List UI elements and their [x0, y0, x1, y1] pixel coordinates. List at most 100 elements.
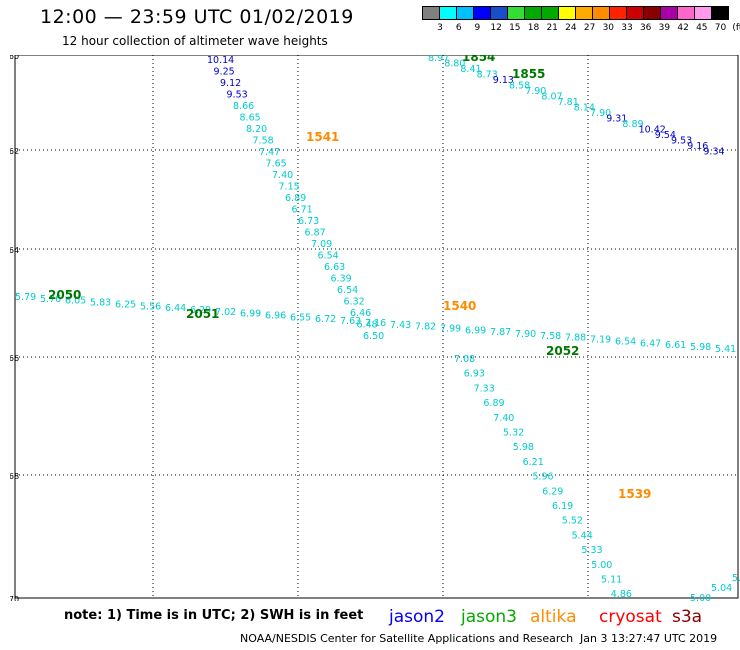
- wave-height-value: 8.65: [240, 113, 261, 124]
- wave-height-value: 6.32: [344, 297, 365, 308]
- scale-swatch: [677, 6, 695, 20]
- scale-label: 33: [621, 23, 633, 33]
- scale-label: 12: [490, 23, 502, 33]
- scale-label: 21: [546, 23, 558, 33]
- wave-height-value: 9.34: [703, 147, 724, 158]
- scale-swatch: [490, 6, 508, 20]
- wave-height-value: 7.40: [493, 413, 514, 424]
- scale-label: 70: [714, 23, 727, 33]
- wave-height-value: 8.41: [460, 64, 481, 75]
- wave-height-value: 6.46: [350, 308, 371, 319]
- wave-height-value: 7.82: [415, 322, 436, 333]
- credit-text: NOAA/NESDIS Center for Satellite Applica…: [240, 632, 574, 645]
- wave-height-value: 8.07: [541, 92, 562, 103]
- wave-height-value: 5.04: [711, 583, 732, 594]
- wave-height-value: 7.81: [558, 97, 579, 108]
- scale-label: 9: [474, 23, 481, 33]
- wave-height-value: 9.25: [214, 67, 235, 78]
- wave-height-value: 6.72: [315, 314, 336, 325]
- wave-height-value: 8.80: [444, 59, 465, 70]
- wave-height-value: 6.21: [523, 457, 544, 468]
- map-title: 12:00 — 23:59 UTC 01/02/2019: [40, 6, 354, 28]
- scale-label: 39: [658, 23, 671, 33]
- scale-label: 36: [639, 23, 652, 33]
- scale-label: 6: [455, 23, 462, 33]
- wave-height-value: 7.65: [266, 159, 287, 170]
- map-subtitle: 12 hour collection of altimeter wave hei…: [62, 34, 328, 48]
- wave-height-value: 6.93: [464, 369, 485, 380]
- wave-height-value: 5.76: [40, 294, 61, 305]
- wave-height-value: 6.87: [305, 228, 326, 239]
- scale-swatch: [473, 6, 491, 20]
- wave-height-value: 8.66: [233, 101, 254, 112]
- wave-height-value: 9.16: [687, 141, 708, 152]
- satellite-cryosat: cryosat: [599, 607, 662, 627]
- wave-height-value: 9.53: [671, 136, 692, 147]
- scale-swatch: [558, 6, 576, 20]
- satellite-s3a: s3a: [672, 607, 703, 627]
- scale-swatch: [507, 6, 525, 20]
- wave-height-value: 5.41: [715, 344, 736, 355]
- lat-label: -66: [10, 354, 19, 363]
- wave-height-value: 6.99: [240, 309, 261, 320]
- wave-height-value: 6.73: [298, 216, 319, 227]
- wave-height-value: 6.61: [665, 340, 686, 351]
- wave-height-value: 6.19: [552, 501, 573, 512]
- scale-label: 30: [602, 23, 615, 33]
- wave-height-value: 6.54: [337, 285, 358, 296]
- wave-height-value: 7.99: [440, 323, 461, 334]
- scale-label: 42: [677, 23, 689, 33]
- wave-height-value: 6.48: [357, 320, 378, 331]
- wave-height-value: 7.88: [565, 333, 586, 344]
- scale-swatch: [439, 6, 457, 20]
- lat-label: -62: [10, 147, 19, 156]
- wave-height-value: 6.44: [165, 303, 186, 314]
- wave-height-value: 9.53: [227, 90, 248, 101]
- satellite-jason3: jason3: [461, 607, 517, 627]
- pass-time: 1855: [512, 67, 545, 81]
- wave-height-value: 5.00: [591, 560, 612, 571]
- wave-height-value: 5.33: [581, 545, 602, 556]
- wave-height-value: 7.33: [474, 383, 495, 394]
- wave-height-value: 7.90: [590, 108, 611, 119]
- scale-swatch: [711, 6, 729, 20]
- wave-height-value: 5.96: [532, 472, 553, 483]
- wave-height-value: 5.79: [15, 292, 36, 303]
- wave-height-value: 6.96: [265, 311, 286, 322]
- wave-height-value: 9.54: [655, 130, 676, 141]
- wave-height-value: 9.31: [606, 114, 627, 125]
- pass-time: 1540: [443, 299, 476, 313]
- wave-height-labels: 10.149.259.129.538.668.658.207.587.477.6…: [15, 53, 740, 615]
- wave-height-value: 8.58: [509, 81, 530, 92]
- wave-height-value: 5.00: [690, 593, 711, 601]
- wave-height-value: 6.71: [292, 205, 313, 216]
- scale-swatch: [660, 6, 678, 20]
- wave-height-value: 6.29: [190, 305, 211, 316]
- timestamp-text: Jan 3 13:27:47 UTC 2019: [580, 632, 718, 645]
- wave-height-value: 10.14: [207, 55, 234, 66]
- scale-swatch: [456, 6, 474, 20]
- satellite-altika: altika: [530, 607, 577, 627]
- wave-height-value: 5.32: [503, 428, 524, 439]
- wave-height-value: 4.86: [611, 589, 632, 600]
- map-canvas: 10.149.259.129.538.668.658.207.587.477.6…: [3, 50, 740, 615]
- footer-note: note: 1) Time is in UTC; 2) SWH is in fe…: [64, 608, 364, 623]
- wave-height-value: 7.47: [259, 147, 280, 158]
- wave-height-value: 6.54: [615, 336, 636, 347]
- wave-height-value: 6.54: [318, 251, 339, 262]
- wave-height-value: 8.73: [477, 70, 498, 81]
- scale-label: 3: [437, 23, 443, 33]
- wave-height-value: 5.00: [732, 573, 740, 584]
- wave-height-value: 7.90: [525, 86, 546, 97]
- scale-swatch: [609, 6, 627, 20]
- wave-height-value: 6.25: [115, 299, 136, 310]
- wave-height-value: 7.40: [272, 170, 293, 181]
- wave-height-value: 9.13: [493, 75, 514, 86]
- wave-height-value: 6.47: [640, 338, 661, 349]
- wave-height-value: 6.39: [331, 274, 352, 285]
- wave-height-value: 7.16: [365, 318, 386, 329]
- scale-swatch: [643, 6, 661, 20]
- wave-height-value: 6.89: [483, 398, 504, 409]
- lat-label: -60: [10, 55, 19, 61]
